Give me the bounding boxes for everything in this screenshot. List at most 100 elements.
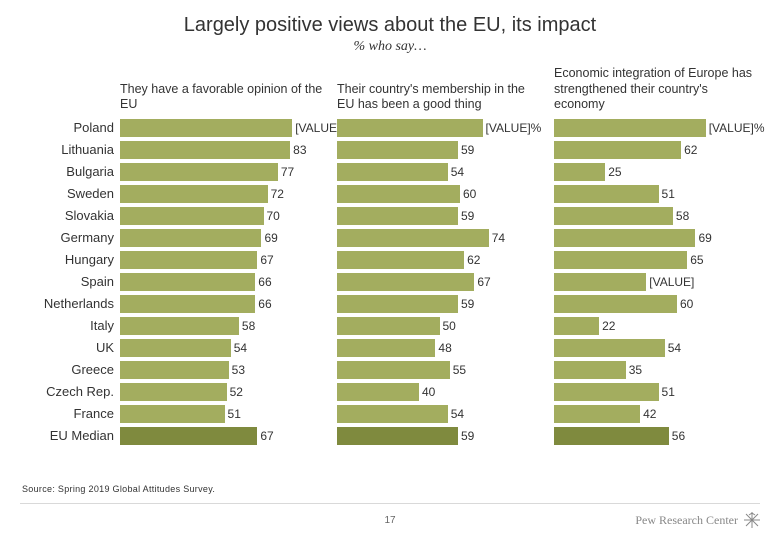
country-label: Czech Rep. xyxy=(30,381,120,403)
bar-value-label: [VALUE]% xyxy=(709,121,765,135)
panel-header: Economic integration of Europe has stren… xyxy=(554,63,759,117)
bar-row: 54 xyxy=(554,337,759,359)
bar-row: 50 xyxy=(337,315,542,337)
bar: 50 xyxy=(337,317,440,335)
bar-value-label: 72 xyxy=(271,187,284,201)
bar-value-label: 25 xyxy=(608,165,621,179)
source-note: Source: Spring 2019 Global Attitudes Sur… xyxy=(22,484,215,494)
bar-row: 67 xyxy=(120,425,325,447)
bar-value-label: 66 xyxy=(258,297,271,311)
bar-row: 42 xyxy=(554,403,759,425)
bar-row: 51 xyxy=(120,403,325,425)
bar: 48 xyxy=(337,339,435,357)
bar: 22 xyxy=(554,317,599,335)
bar-value-label: 66 xyxy=(258,275,271,289)
bar: 60 xyxy=(554,295,677,313)
bar: 72 xyxy=(120,185,268,203)
bar-row: 69 xyxy=(554,227,759,249)
bar-value-label: 58 xyxy=(242,319,255,333)
panel-economy: Economic integration of Europe has stren… xyxy=(554,63,759,447)
bar: 59 xyxy=(337,295,458,313)
country-label: Slovakia xyxy=(30,205,120,227)
bar-value-label: 51 xyxy=(662,187,675,201)
chart-subtitle: % who say… xyxy=(20,39,760,55)
bar: 74 xyxy=(337,229,489,247)
bar: [VALUE]% xyxy=(554,119,706,137)
page-number: 17 xyxy=(384,515,395,526)
bar-value-label: 40 xyxy=(422,385,435,399)
bar: 52 xyxy=(120,383,227,401)
bar: 54 xyxy=(554,339,665,357)
bar-row: 66 xyxy=(120,293,325,315)
bar-value-label: 83 xyxy=(293,143,306,157)
footer-brand: Pew Research Center xyxy=(635,512,760,528)
bar-row: 58 xyxy=(120,315,325,337)
bar-value-label: 54 xyxy=(451,407,464,421)
bar-value-label: 54 xyxy=(451,165,464,179)
bar-value-label: 53 xyxy=(232,363,245,377)
country-label: EU Median xyxy=(30,425,120,447)
bar-row: 40 xyxy=(337,381,542,403)
bar-value-label: 55 xyxy=(453,363,466,377)
country-label: Lithuania xyxy=(30,139,120,161)
bar-row: 25 xyxy=(554,161,759,183)
bar-value-label: 74 xyxy=(492,231,505,245)
bar-row: 58 xyxy=(554,205,759,227)
bar-value-label: 54 xyxy=(234,341,247,355)
bar: [VALUE] xyxy=(554,273,646,291)
bar-row: 51 xyxy=(554,183,759,205)
chart-area: PolandLithuaniaBulgariaSwedenSlovakiaGer… xyxy=(30,63,760,447)
bar-row: 67 xyxy=(337,271,542,293)
bar-value-label: 77 xyxy=(281,165,294,179)
bar-row: 69 xyxy=(120,227,325,249)
country-label: UK xyxy=(30,337,120,359)
bar-row: 54 xyxy=(337,161,542,183)
bar: 42 xyxy=(554,405,640,423)
bar-row: 65 xyxy=(554,249,759,271)
bar: 62 xyxy=(337,251,464,269)
bar-row: 67 xyxy=(120,249,325,271)
bar-row: 62 xyxy=(337,249,542,271)
bars-container: [VALUE]%8377727069676666585453525167 xyxy=(120,117,325,447)
panel-membership: Their country's membership in the EU has… xyxy=(337,63,542,447)
country-label: Germany xyxy=(30,227,120,249)
bar-value-label: 67 xyxy=(260,429,273,443)
bar: 53 xyxy=(120,361,229,379)
country-label: Poland xyxy=(30,117,120,139)
bar-row: 60 xyxy=(554,293,759,315)
bar-row: 59 xyxy=(337,425,542,447)
bar: 58 xyxy=(120,317,239,335)
bar-value-label: 67 xyxy=(260,253,273,267)
bar-row: 77 xyxy=(120,161,325,183)
bar: 69 xyxy=(554,229,695,247)
bar-value-label: 69 xyxy=(264,231,277,245)
bar-value-label: 51 xyxy=(662,385,675,399)
bar-row: 83 xyxy=(120,139,325,161)
panel-favorable: They have a favorable opinion of the EU … xyxy=(120,63,325,447)
panel-header: Their country's membership in the EU has… xyxy=(337,63,542,117)
bar-value-label: 58 xyxy=(676,209,689,223)
country-label: France xyxy=(30,403,120,425)
bar-value-label: 22 xyxy=(602,319,615,333)
bar: 77 xyxy=(120,163,278,181)
bar-value-label: 62 xyxy=(684,143,697,157)
bar-row: 54 xyxy=(337,403,542,425)
panel-header: They have a favorable opinion of the EU xyxy=(120,63,325,117)
bar-row: 35 xyxy=(554,359,759,381)
bars-container: [VALUE]%622551586965[VALUE]6022543551425… xyxy=(554,117,759,447)
bar: 51 xyxy=(120,405,225,423)
bar: 54 xyxy=(337,405,448,423)
bar: 62 xyxy=(554,141,681,159)
bar: 67 xyxy=(120,251,257,269)
bar-row: 52 xyxy=(120,381,325,403)
bar-row: [VALUE] xyxy=(554,271,759,293)
bar-value-label: 67 xyxy=(477,275,490,289)
bar-value-label: 59 xyxy=(461,209,474,223)
bar: [VALUE]% xyxy=(337,119,483,137)
bar-row: 72 xyxy=(120,183,325,205)
bar-value-label: [VALUE] xyxy=(649,275,694,289)
bar-value-label: 42 xyxy=(643,407,656,421)
bar-row: 22 xyxy=(554,315,759,337)
bar-row: 48 xyxy=(337,337,542,359)
country-label: Spain xyxy=(30,271,120,293)
